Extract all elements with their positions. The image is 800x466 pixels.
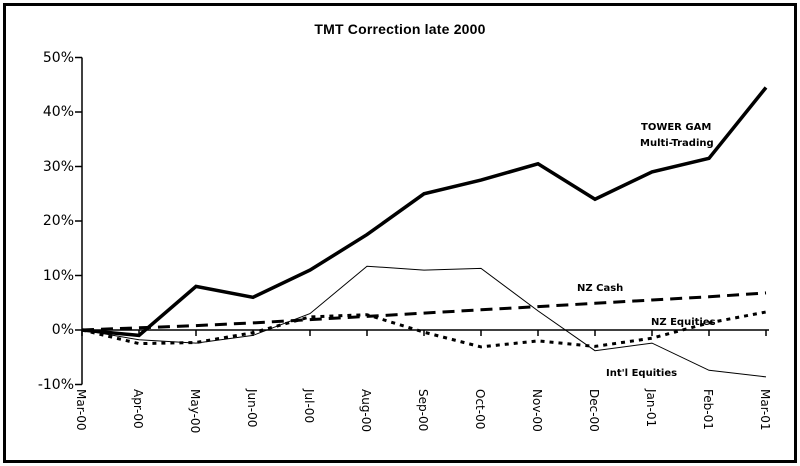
series-label-tower-gam-line1: TOWER GAM — [641, 122, 712, 133]
x-axis-label: Oct-00 — [473, 389, 487, 430]
x-axis-label: Aug-00 — [359, 389, 373, 433]
y-axis-label: 30% — [42, 158, 74, 175]
x-axis-label: Mar-00 — [74, 389, 88, 431]
y-axis-label: 20% — [42, 213, 74, 229]
series-line-tower-gam — [81, 86, 768, 338]
x-axis-label: Mar-01 — [758, 389, 772, 431]
chart-frame — [3, 3, 797, 463]
x-axis-label: Apr-00 — [131, 389, 145, 429]
x-axis-label: Nov-00 — [530, 389, 544, 432]
series-line-nz-cash — [81, 291, 767, 332]
y-axis-label: 40% — [42, 104, 74, 120]
y-axis-label: 0% — [51, 322, 74, 338]
x-axis-label: Jun-00 — [245, 389, 259, 428]
x-axis-label: Sep-00 — [416, 389, 430, 432]
x-axis-label: Jul-00 — [302, 389, 316, 424]
series-label-nz-equities: NZ Equities — [651, 317, 716, 328]
x-axis-label: May-00 — [188, 389, 202, 434]
x-axis-label: Feb-01 — [701, 389, 715, 430]
series-line-intl-equities — [81, 265, 767, 378]
x-axis-label: Dec-00 — [587, 389, 601, 432]
x-axis-label: Jan-01 — [644, 389, 658, 428]
y-axis-label: -10% — [37, 376, 74, 393]
series-label-nz-cash: NZ Cash — [577, 283, 624, 294]
series-label-intl-equities: Int'l Equities — [606, 368, 678, 379]
series-label-tower-gam-line2: Multi-Trading — [640, 138, 714, 149]
y-axis-label: 50% — [42, 49, 74, 66]
chart-title: TMT Correction late 2000 — [314, 21, 486, 37]
y-axis-label: 10% — [42, 267, 74, 284]
